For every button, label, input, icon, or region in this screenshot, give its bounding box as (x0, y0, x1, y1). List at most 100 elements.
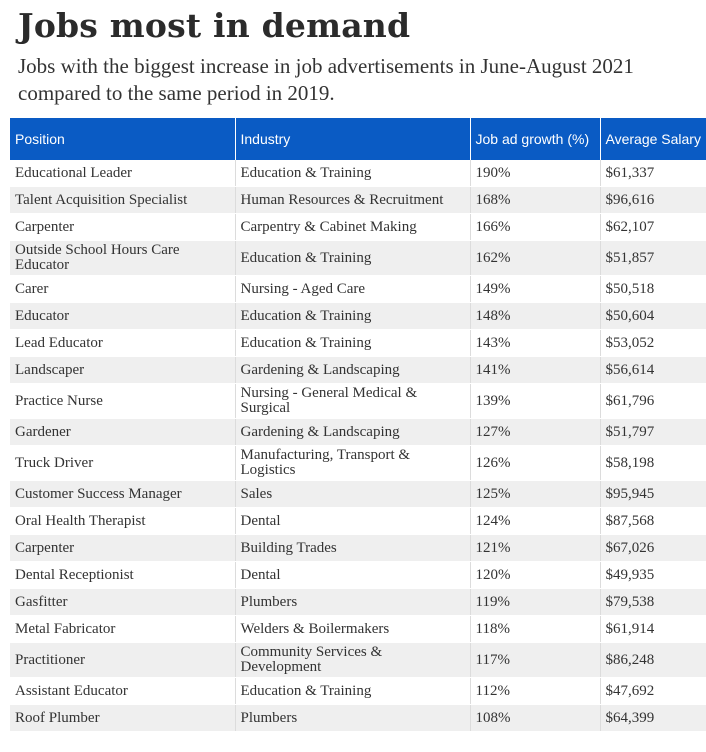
position-cell: Metal Fabricator (10, 615, 236, 643)
table-row: Roof Plumber Plumbers 108% $64,399 (10, 704, 706, 732)
table-header-row: Position Industry Job ad growth (%) Aver… (10, 118, 706, 160)
position-cell: Oral Health Therapist (10, 507, 236, 535)
position-cell: Carer (10, 275, 236, 303)
table-row: Gardener Gardening & Landscaping 127% $5… (10, 418, 706, 446)
position-cell: Practitioner (10, 642, 236, 678)
industry-cell: Gardening & Landscaping (235, 356, 471, 384)
table-row: Oral Health Therapist Dental 124% $87,56… (10, 507, 706, 535)
page-subtitle: Jobs with the biggest increase in job ad… (18, 54, 634, 105)
position-cell: Customer Success Manager (10, 480, 236, 508)
industry-cell: Plumbers (235, 588, 471, 616)
growth-cell: 139% (470, 383, 601, 419)
table-row: Educator Education & Training 148% $50,6… (10, 302, 706, 330)
table-row: Educational Leader Education & Training … (10, 160, 706, 187)
jobs-table: Position Industry Job ad growth (%) Aver… (10, 118, 706, 732)
salary-cell: $61,796 (600, 383, 706, 419)
table-row: Outside School Hours Care Educator Educa… (10, 240, 706, 276)
growth-cell: 148% (470, 302, 601, 330)
table-row: Practitioner Community Services & Develo… (10, 642, 706, 678)
table-row: Lead Educator Education & Training 143% … (10, 329, 706, 357)
industry-cell: Education & Training (235, 677, 471, 705)
position-cell: Outside School Hours Care Educator (10, 240, 236, 276)
growth-cell: 149% (470, 275, 601, 303)
position-cell: Gardener (10, 418, 236, 446)
salary-cell: $64,399 (600, 704, 706, 732)
growth-cell: 125% (470, 480, 601, 508)
column-header-position: Position (10, 118, 236, 160)
growth-cell: 117% (470, 642, 601, 678)
industry-cell: Nursing - Aged Care (235, 275, 471, 303)
table-row: Practice Nurse Nursing - General Medical… (10, 383, 706, 419)
salary-cell: $95,945 (600, 480, 706, 508)
salary-cell: $61,914 (600, 615, 706, 643)
industry-cell: Nursing - General Medical & Surgical (235, 383, 471, 419)
table-row: Carpenter Carpentry & Cabinet Making 166… (10, 213, 706, 241)
table-row: Dental Receptionist Dental 120% $49,935 (10, 561, 706, 589)
position-cell: Carpenter (10, 213, 236, 241)
growth-cell: 108% (470, 704, 601, 732)
salary-cell: $62,107 (600, 213, 706, 241)
position-cell: Roof Plumber (10, 704, 236, 732)
growth-cell: 168% (470, 186, 601, 214)
industry-cell: Dental (235, 561, 471, 589)
growth-cell: 143% (470, 329, 601, 357)
growth-cell: 118% (470, 615, 601, 643)
industry-cell: Welders & Boilermakers (235, 615, 471, 643)
column-header-industry: Industry (235, 118, 471, 160)
position-cell: Carpenter (10, 534, 236, 562)
table-row: Carpenter Building Trades 121% $67,026 (10, 534, 706, 562)
industry-cell: Education & Training (235, 240, 471, 276)
growth-cell: 166% (470, 213, 601, 241)
salary-cell: $96,616 (600, 186, 706, 214)
salary-cell: $47,692 (600, 677, 706, 705)
table-row: Metal Fabricator Welders & Boilermakers … (10, 615, 706, 643)
industry-cell: Community Services & Development (235, 642, 471, 678)
growth-cell: 124% (470, 507, 601, 535)
table-row: Customer Success Manager Sales 125% $95,… (10, 480, 706, 508)
salary-cell: $51,797 (600, 418, 706, 446)
page-title: Jobs most in demand (18, 6, 411, 45)
salary-cell: $49,935 (600, 561, 706, 589)
position-cell: Educator (10, 302, 236, 330)
salary-cell: $67,026 (600, 534, 706, 562)
salary-cell: $56,614 (600, 356, 706, 384)
position-cell: Practice Nurse (10, 383, 236, 419)
industry-cell: Gardening & Landscaping (235, 418, 471, 446)
growth-cell: 112% (470, 677, 601, 705)
industry-cell: Education & Training (235, 302, 471, 330)
column-header-salary: Average Salary (600, 118, 706, 160)
industry-cell: Education & Training (235, 329, 471, 357)
growth-cell: 162% (470, 240, 601, 276)
growth-cell: 119% (470, 588, 601, 616)
table-row: Assistant Educator Education & Training … (10, 677, 706, 705)
industry-cell: Dental (235, 507, 471, 535)
growth-cell: 120% (470, 561, 601, 589)
position-cell: Gasfitter (10, 588, 236, 616)
salary-cell: $51,857 (600, 240, 706, 276)
industry-cell: Education & Training (235, 160, 471, 187)
industry-cell: Carpentry & Cabinet Making (235, 213, 471, 241)
column-header-growth: Job ad growth (%) (470, 118, 601, 160)
table-row: Carer Nursing - Aged Care 149% $50,518 (10, 275, 706, 303)
salary-cell: $50,518 (600, 275, 706, 303)
growth-cell: 127% (470, 418, 601, 446)
salary-cell: $53,052 (600, 329, 706, 357)
table-row: Landscaper Gardening & Landscaping 141% … (10, 356, 706, 384)
table-row: Talent Acquisition Specialist Human Reso… (10, 186, 706, 214)
industry-cell: Sales (235, 480, 471, 508)
salary-cell: $50,604 (600, 302, 706, 330)
position-cell: Assistant Educator (10, 677, 236, 705)
salary-cell: $79,538 (600, 588, 706, 616)
position-cell: Landscaper (10, 356, 236, 384)
growth-cell: 190% (470, 160, 601, 187)
table-row: Truck Driver Manufacturing, Transport & … (10, 445, 706, 481)
industry-cell: Manufacturing, Transport & Logistics (235, 445, 471, 481)
position-cell: Educational Leader (10, 160, 236, 187)
industry-cell: Building Trades (235, 534, 471, 562)
growth-cell: 121% (470, 534, 601, 562)
position-cell: Truck Driver (10, 445, 236, 481)
industry-cell: Human Resources & Recruitment (235, 186, 471, 214)
salary-cell: $58,198 (600, 445, 706, 481)
position-cell: Lead Educator (10, 329, 236, 357)
salary-cell: $87,568 (600, 507, 706, 535)
